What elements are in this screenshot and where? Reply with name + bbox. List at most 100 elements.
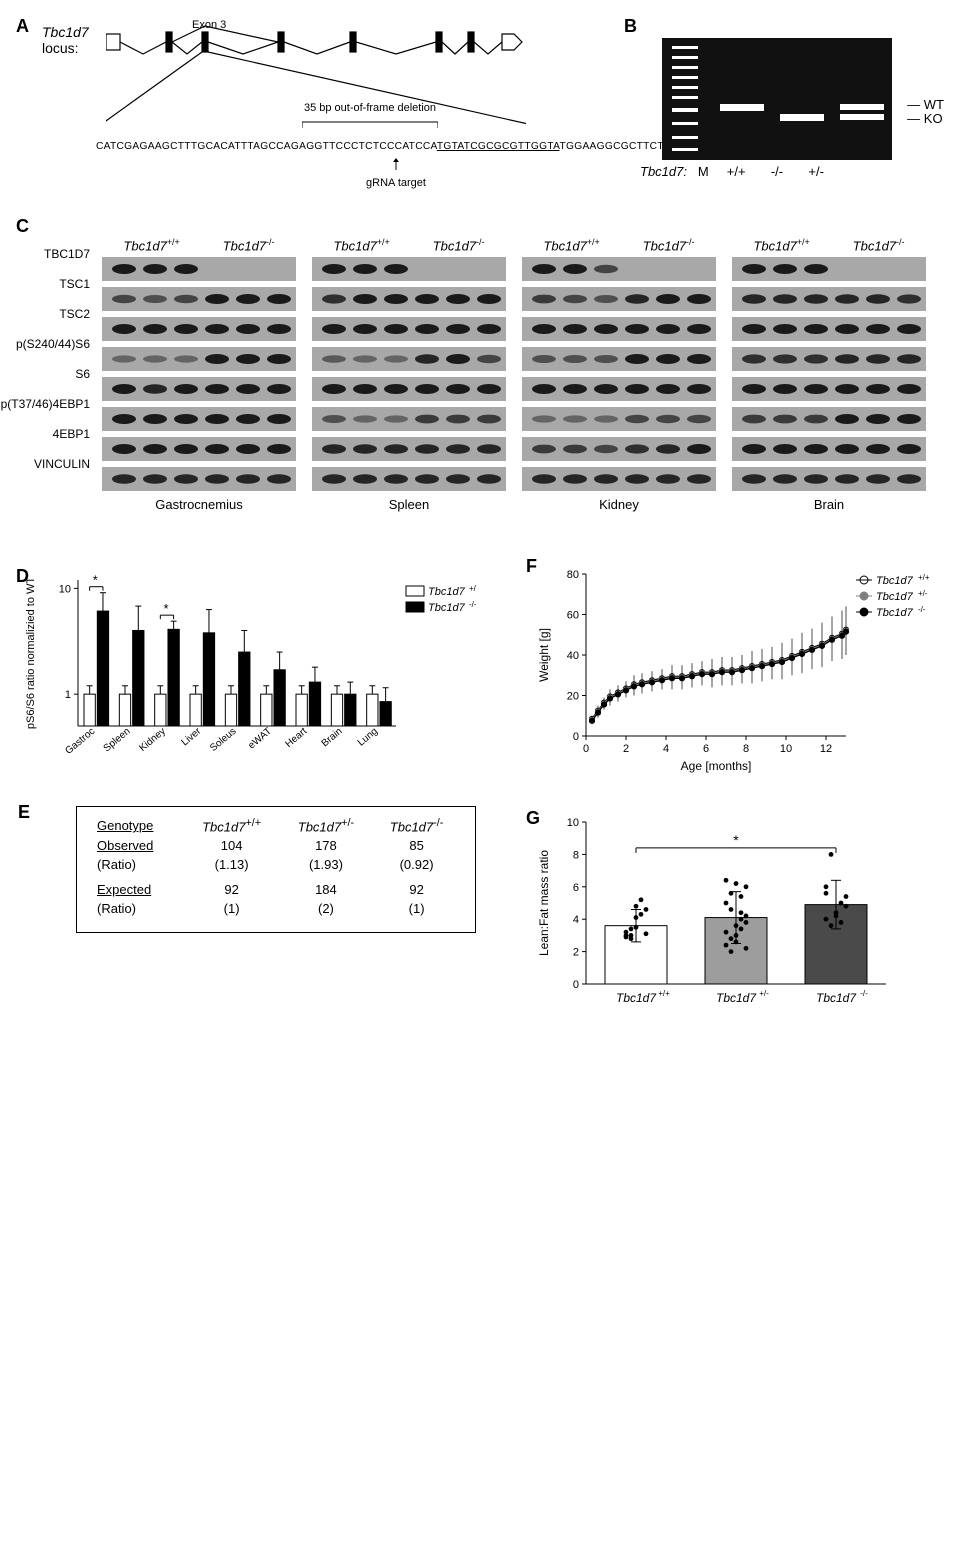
blot-strip [522, 317, 716, 341]
blot-column-header: Tbc1d7+/+Tbc1d7-/- [102, 237, 296, 253]
blot-strip [732, 317, 926, 341]
grna-arrow [96, 158, 566, 177]
panel-E: E GenotypeTbc1d7+/+Tbc1d7+/-Tbc1d7-/-Obs… [76, 806, 476, 933]
svg-text:40: 40 [567, 650, 579, 662]
blot-column-header: Tbc1d7+/+Tbc1d7-/- [312, 237, 506, 253]
svg-text:Tbc1d7: Tbc1d7 [428, 586, 466, 598]
svg-text:Liver: Liver [180, 725, 204, 748]
blot-strip [312, 437, 506, 461]
sequence-area: 35 bp out-of-frame deletion CATCGAGAAGCT… [96, 136, 566, 189]
blot-strip [732, 437, 926, 461]
blot-strip [522, 377, 716, 401]
svg-text:0: 0 [573, 979, 579, 991]
svg-text:Tbc1d7: Tbc1d7 [716, 991, 757, 1005]
wt-label: WT [924, 97, 944, 112]
svg-text:6: 6 [573, 882, 579, 894]
blot-row-label: S6 [16, 362, 96, 386]
svg-text:60: 60 [567, 610, 579, 622]
svg-text:-/-: -/- [469, 600, 476, 609]
blot-strip [522, 347, 716, 371]
tissue-name: Gastrocnemius [102, 497, 296, 512]
blot-strip [102, 407, 296, 431]
blot-strip [522, 467, 716, 491]
svg-text:Soleus: Soleus [208, 726, 238, 754]
svg-text:eWAT: eWAT [246, 726, 274, 752]
blot-strip [312, 287, 506, 311]
panel-G-label: G [526, 808, 540, 829]
panel-C-label: C [16, 216, 29, 236]
locus-gene: Tbc1d7 [42, 24, 89, 40]
gel-lane-labels: Tbc1d7: M +/+ -/- +/- [640, 164, 824, 179]
svg-text:Weight [g]: Weight [g] [537, 628, 551, 682]
blot-strip [102, 347, 296, 371]
deletion-note: 35 bp out-of-frame deletion [302, 114, 438, 132]
panel-B: B — WT — KO Tbc1d7: M +/+ [624, 16, 944, 196]
svg-text:2: 2 [573, 947, 579, 959]
blot-strip [732, 347, 926, 371]
blot-strip [312, 467, 506, 491]
svg-text:4: 4 [573, 914, 579, 926]
panel-F: F 020406080024681012Weight [g]Age [month… [526, 556, 956, 786]
panel-G-chart: 0246810Lean:Fat mass ratioTbc1d7+/+Tbc1d… [526, 808, 946, 1038]
blot-row-label: p(S240/44)S6 [16, 332, 96, 356]
svg-text:Spleen: Spleen [102, 726, 133, 754]
svg-text:+/-: +/- [759, 989, 769, 998]
blot-strip [522, 407, 716, 431]
seq-underlined: TGTATCGCGCGTTGGTA [437, 141, 560, 152]
svg-text:10: 10 [59, 583, 71, 595]
sequence-text: CATCGAGAAGCTTTGCACATTTAGCCAGAGGTTCCCTCTC… [96, 141, 670, 152]
blot-strip [732, 287, 926, 311]
svg-text:Tbc1d7: Tbc1d7 [616, 991, 657, 1005]
panel-B-label: B [624, 16, 637, 37]
svg-text:+/+: +/+ [918, 573, 930, 582]
tissue-name: Brain [732, 497, 926, 512]
svg-text:8: 8 [573, 849, 579, 861]
blot-strip [102, 257, 296, 281]
svg-text:-/-: -/- [918, 605, 926, 614]
locus-label: Tbc1d7 locus: [42, 24, 89, 56]
panel-G: G 0246810Lean:Fat mass ratioTbc1d7+/+Tbc… [526, 808, 946, 1038]
blot-row-label: TBC1D7 [16, 242, 96, 266]
panel-A-label: A [16, 16, 29, 36]
svg-text:Kidney: Kidney [137, 726, 167, 754]
lane-M: M [698, 164, 709, 179]
svg-text:Tbc1d7: Tbc1d7 [428, 602, 466, 614]
blot-row-labels: TBC1D7TSC1TSC2p(S240/44)S6S6p(T37/46)4EB… [16, 242, 96, 482]
svg-text:0: 0 [573, 731, 579, 743]
blot-row-label: 4EBP1 [16, 422, 96, 446]
lane-wt: +/+ [727, 164, 746, 179]
panel-D-chart: 110pS6/S6 ratio normalizied to WTGastroc… [16, 566, 476, 786]
gel-band-labels: — WT — KO [907, 98, 944, 126]
svg-text:+/+: +/+ [469, 584, 476, 593]
svg-text:Tbc1d7: Tbc1d7 [876, 575, 914, 587]
panel-F-label: F [526, 556, 537, 577]
blot-strip [102, 317, 296, 341]
svg-text:Lean:Fat mass ratio: Lean:Fat mass ratio [537, 850, 551, 956]
panel-D: D 110pS6/S6 ratio normalizied to WTGastr… [16, 566, 476, 786]
svg-text:Lung: Lung [356, 726, 380, 749]
svg-text:10: 10 [780, 743, 792, 755]
panel-E-table: GenotypeTbc1d7+/+Tbc1d7+/-Tbc1d7-/-Obser… [76, 806, 476, 933]
blot-column: Tbc1d7+/+Tbc1d7-/- Gastrocnemius [102, 237, 296, 512]
blot-strip [312, 317, 506, 341]
svg-text:*: * [93, 573, 98, 588]
locus-sub: locus: [42, 40, 79, 56]
panel-C: C TBC1D7TSC1TSC2p(S240/44)S6S6p(T37/46)4… [16, 216, 956, 512]
panel-F-chart: 020406080024681012Weight [g]Age [months]… [526, 556, 956, 786]
blot-strip [312, 347, 506, 371]
svg-text:Tbc1d7: Tbc1d7 [876, 607, 914, 619]
figure-container: A Tbc1d7 locus: [16, 16, 956, 1532]
blot-row-label: TSC1 [16, 272, 96, 296]
svg-text:Gastroc: Gastroc [63, 726, 97, 757]
svg-text:Heart: Heart [283, 726, 309, 750]
seq-left: CATCGAGAAGCTTTGCACATTTAGCCAGAGGTTCCCTCTC… [96, 141, 437, 152]
blot-column-header: Tbc1d7+/+Tbc1d7-/- [732, 237, 926, 253]
svg-text:12: 12 [820, 743, 832, 755]
blot-column-header: Tbc1d7+/+Tbc1d7-/- [522, 237, 716, 253]
blot-strip [522, 287, 716, 311]
svg-text:*: * [733, 832, 739, 848]
svg-text:10: 10 [567, 817, 579, 829]
svg-text:0: 0 [583, 743, 589, 755]
svg-text:pS6/S6 ratio normalizied to WT: pS6/S6 ratio normalizied to WT [25, 577, 37, 730]
blot-column: Tbc1d7+/+Tbc1d7-/-Kidney [522, 237, 716, 512]
